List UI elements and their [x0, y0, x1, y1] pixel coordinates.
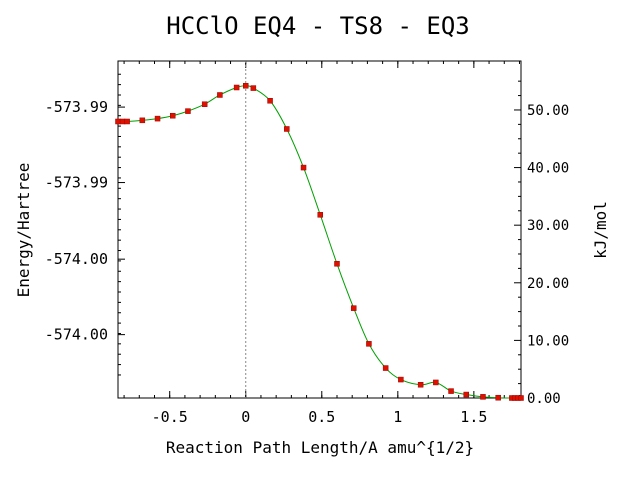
- data-point: [250, 85, 257, 91]
- y-axis-label: Energy/Hartree: [14, 163, 33, 298]
- data-point: [334, 261, 340, 267]
- y2-tick-label: 40.00: [527, 161, 569, 177]
- y2-tick-label: 30.00: [527, 218, 569, 234]
- plot-area: -0.5 0 0.5 1 1.5 0.00 10.00 20.00 30.00 40.00 50.0…: [45, 60, 569, 426]
- data-point: [366, 341, 372, 347]
- y2-axis-label: kJ/mol: [591, 201, 610, 259]
- data-point: [284, 126, 290, 132]
- data-point: [233, 84, 240, 91]
- energy-curve: [117, 85, 521, 399]
- x-tick-label: 0.5: [308, 408, 335, 426]
- data-point: [242, 83, 249, 89]
- plot-frame: [117, 60, 522, 399]
- data-point: [154, 115, 161, 122]
- data-point: [495, 394, 501, 401]
- y2-tick-label: 0.00: [527, 391, 561, 407]
- data-point: [217, 92, 223, 98]
- data-point: [300, 164, 307, 171]
- data-point: [185, 108, 191, 114]
- data-point: [518, 395, 524, 401]
- data-point: [201, 101, 208, 107]
- data-point: [382, 365, 389, 371]
- y-tick-label: -574.00: [45, 326, 108, 344]
- y-tick-label: -573.99: [45, 174, 108, 192]
- y-tick-label: -574.00: [45, 250, 108, 268]
- x-tick-label: 0: [241, 408, 250, 426]
- data-point: [317, 212, 324, 218]
- y2-tick-label: 20.00: [527, 276, 569, 292]
- data-point: [169, 112, 176, 119]
- x-tick-label: 1: [393, 408, 402, 426]
- x-tick-label: -0.5: [152, 408, 188, 426]
- data-point: [115, 118, 121, 125]
- data-point: [398, 376, 404, 383]
- data-point: [267, 97, 273, 104]
- data-point: [448, 388, 454, 394]
- data-point: [350, 305, 357, 311]
- x-axis-label: Reaction Path Length/A amu^{1/2}: [166, 438, 474, 457]
- y-tick-label: -573.99: [45, 98, 108, 116]
- data-point: [433, 379, 439, 386]
- data-point: [463, 391, 470, 398]
- data-point: [124, 118, 130, 125]
- data-point: [139, 117, 146, 124]
- chart-title: HCClO EQ4 - TS8 - EQ3: [166, 12, 469, 40]
- data-point: [480, 394, 486, 400]
- y2-tick-label: 50.00: [527, 103, 569, 119]
- x-tick-label: 1.5: [460, 408, 487, 426]
- data-point: [119, 118, 126, 125]
- y2-tick-label: 10.00: [527, 333, 569, 349]
- data-point: [417, 382, 424, 388]
